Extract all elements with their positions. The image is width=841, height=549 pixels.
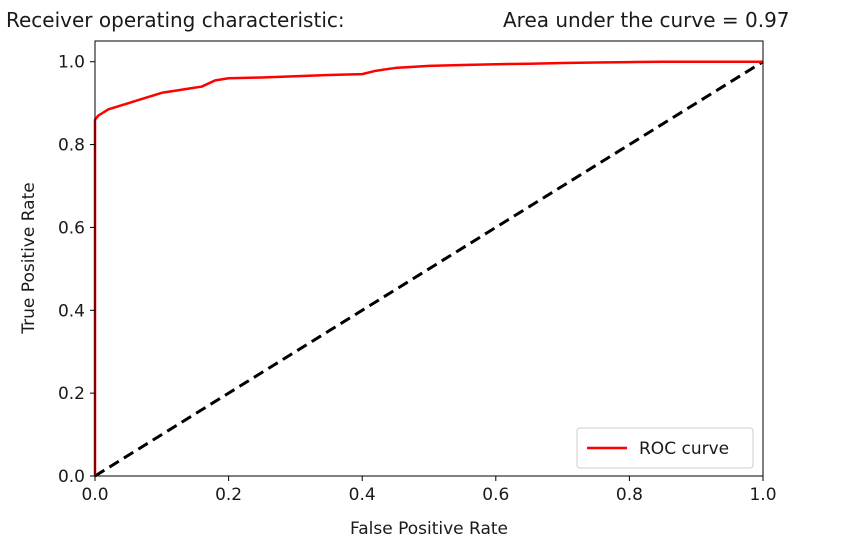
y-axis-label: True Positive Rate [19,182,39,334]
chance-diagonal-line [94,60,764,478]
x-tick-label: 0.4 [349,485,376,505]
chart-title: Receiver operating characteristic: [6,8,345,32]
x-axis: 0.0 0.2 0.4 0.6 0.8 1.0 [81,476,777,505]
y-axis: 0.0 0.2 0.4 0.6 0.8 1.0 [58,53,95,487]
x-tick-label: 1.0 [749,485,776,505]
plot-frame [94,40,764,477]
chart-title-auc: Area under the curve = 0.97 [503,8,790,32]
legend: ROC curve [576,427,754,469]
y-tick-label: 0.6 [58,218,85,238]
y-tick-label: 1.0 [58,53,85,73]
legend-label-roc: ROC curve [639,439,729,459]
legend-box [576,427,754,469]
y-tick-label: 0.8 [58,136,85,156]
y-tick-label: 0.2 [58,384,85,404]
x-tick-label: 0.6 [482,485,509,505]
x-axis-label: False Positive Rate [350,519,508,539]
plot-area [93,60,764,478]
x-tick-label: 0.0 [81,485,108,505]
roc-curve-line [93,60,763,476]
y-tick-label: 0.4 [58,301,85,321]
x-tick-label: 0.8 [616,485,643,505]
x-tick-label: 0.2 [215,485,242,505]
y-tick-label: 0.0 [58,467,85,487]
